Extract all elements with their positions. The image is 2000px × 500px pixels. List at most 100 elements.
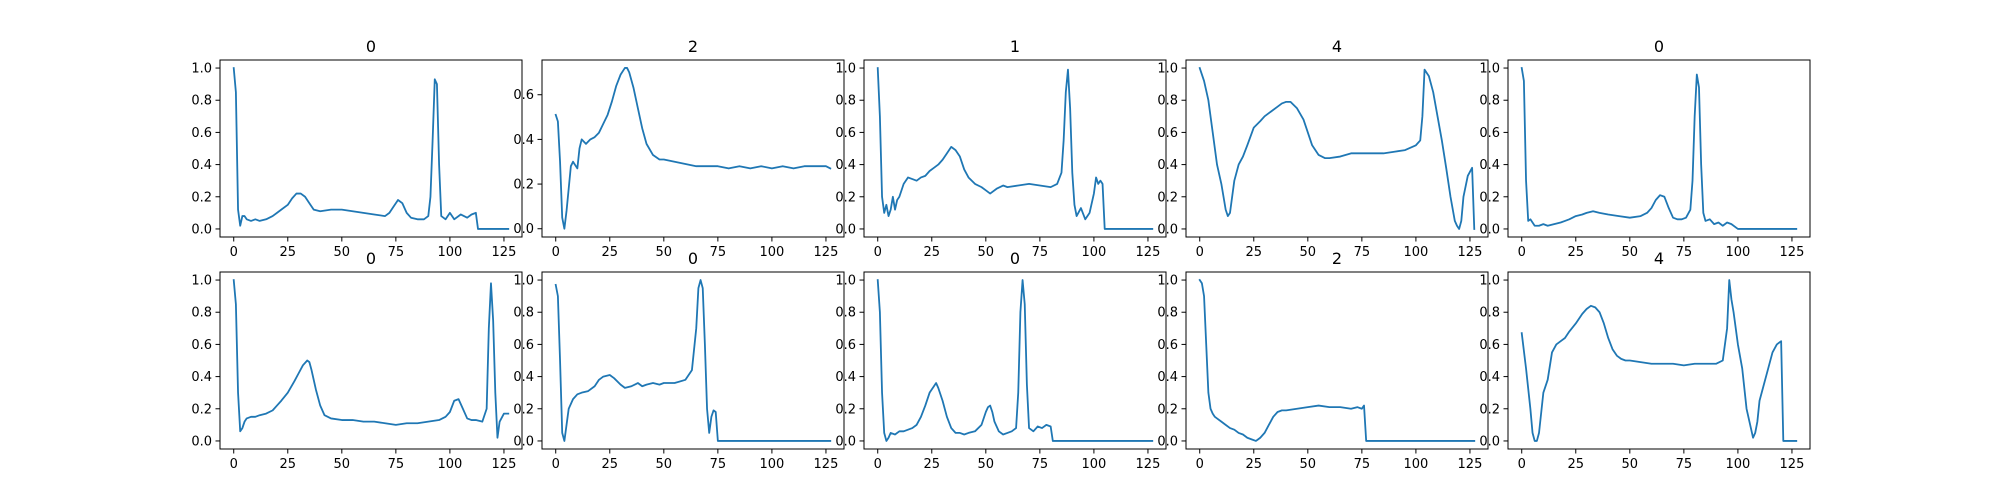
chart-title: 1	[1010, 37, 1020, 56]
y-tick-label: 0.4	[513, 370, 534, 385]
x-tick-label: 75	[1354, 245, 1371, 260]
x-tick-label: 25	[601, 245, 618, 260]
x-tick-label: 125	[492, 245, 517, 260]
x-tick-label: 25	[601, 457, 618, 472]
chart-panel-7: 0 25 50 75 100 125 0.0 0.2 0.4 0.6 0.8 1.0 0	[513, 249, 845, 472]
y-tick-label: 1.0	[1157, 62, 1178, 77]
chart-panel-5: 0 25 50 75 100 125 0.0 0.2 0.4 0.6 0.8 1.0 0	[1479, 37, 1811, 260]
y-tick-label: 0.6	[1157, 338, 1178, 353]
y-tick-label: 0.0	[513, 222, 534, 237]
chart-panel-4: 0 25 50 75 100 125 0.0 0.2 0.4 0.6 0.8 1.0 4	[1157, 37, 1489, 260]
x-tick-label: 100	[1081, 245, 1106, 260]
series-line-1	[1520, 67, 1798, 230]
x-tick-label: 0	[1196, 457, 1204, 472]
y-tick-label: 1.0	[1479, 62, 1500, 77]
x-tick-label: 125	[814, 245, 839, 260]
axes-frame	[1507, 59, 1811, 238]
x-tick-label: 0	[874, 457, 882, 472]
y-tick-label: 0.6	[191, 126, 212, 141]
x-tick-label: 50	[334, 245, 351, 260]
y-tick-label: 0.4	[191, 370, 212, 385]
x-tick-label: 100	[1725, 457, 1750, 472]
y-tick-label: 0.8	[1479, 94, 1500, 109]
y-tick-label: 0.8	[1479, 306, 1500, 321]
chart-title: 0	[366, 37, 376, 56]
y-tick-label: 0.2	[513, 402, 534, 417]
chart-title: 2	[1332, 249, 1342, 268]
chart-panel-10: 0 25 50 75 100 125 0.0 0.2 0.4 0.6 0.8 1.0 4	[1479, 249, 1811, 472]
y-tick-label: 0.4	[835, 370, 856, 385]
x-tick-label: 100	[1725, 245, 1750, 260]
x-tick-label: 75	[1354, 457, 1371, 472]
chart-title: 0	[366, 249, 376, 268]
y-tick-label: 0.0	[1479, 434, 1500, 449]
y-tick-label: 0.6	[835, 338, 856, 353]
x-tick-label: 50	[1622, 245, 1639, 260]
axes-frame	[219, 59, 523, 238]
x-tick-label: 100	[759, 457, 784, 472]
x-tick-label: 0	[874, 245, 882, 260]
chart-panel-9: 0 25 50 75 100 125 0.0 0.2 0.4 0.6 0.8 1.0 2	[1157, 249, 1489, 472]
x-tick-label: 75	[1676, 245, 1693, 260]
y-tick-label: 0.4	[1479, 370, 1500, 385]
series-line-1	[1198, 278, 1476, 442]
x-tick-label: 75	[1676, 457, 1693, 472]
y-tick-label: 0.0	[513, 434, 534, 449]
axes-frame	[219, 271, 523, 450]
x-tick-label: 100	[759, 245, 784, 260]
y-tick-label: 0.2	[1479, 190, 1500, 205]
axes-frame	[1507, 271, 1811, 450]
chart-title: 2	[688, 37, 698, 56]
y-tick-label: 0.0	[191, 434, 212, 449]
y-tick-label: 0.0	[835, 434, 856, 449]
x-tick-label: 100	[1403, 457, 1428, 472]
y-tick-label: 0.8	[835, 94, 856, 109]
y-tick-label: 0.2	[835, 402, 856, 417]
chart-panel-8: 0 25 50 75 100 125 0.0 0.2 0.4 0.6 0.8 1.0 0	[835, 249, 1167, 472]
x-tick-label: 125	[1136, 457, 1161, 472]
y-tick-label: 0.2	[191, 190, 212, 205]
y-tick-label: 1.0	[1157, 274, 1178, 289]
y-tick-label: 0.6	[513, 338, 534, 353]
x-tick-label: 50	[1300, 245, 1317, 260]
series-line-1	[554, 279, 832, 442]
y-tick-label: 0.8	[513, 306, 534, 321]
x-tick-label: 50	[978, 457, 995, 472]
y-tick-label: 0.4	[191, 158, 212, 173]
series-line-1	[1520, 279, 1798, 442]
x-tick-label: 50	[656, 245, 673, 260]
x-tick-label: 125	[1458, 457, 1483, 472]
y-tick-label: 0.2	[191, 402, 212, 417]
y-tick-label: 0.0	[1479, 222, 1500, 237]
x-tick-label: 125	[814, 457, 839, 472]
x-tick-label: 25	[1245, 245, 1262, 260]
y-tick-label: 0.2	[513, 178, 534, 193]
y-tick-label: 0.4	[1157, 370, 1178, 385]
series-line-1	[876, 67, 1154, 230]
y-tick-label: 0.0	[191, 222, 212, 237]
chart-title: 0	[1654, 37, 1664, 56]
y-tick-label: 0.2	[1479, 402, 1500, 417]
y-tick-label: 0.2	[1157, 190, 1178, 205]
x-tick-label: 125	[1136, 245, 1161, 260]
y-tick-label: 0.4	[835, 158, 856, 173]
x-tick-label: 75	[388, 245, 405, 260]
x-tick-label: 50	[656, 457, 673, 472]
x-tick-label: 25	[279, 457, 296, 472]
x-tick-label: 125	[1458, 245, 1483, 260]
y-tick-label: 0.6	[1479, 338, 1500, 353]
x-tick-label: 25	[923, 457, 940, 472]
x-tick-label: 50	[1300, 457, 1317, 472]
y-tick-label: 0.2	[1157, 402, 1178, 417]
y-tick-label: 0.8	[1157, 306, 1178, 321]
x-tick-label: 125	[1780, 457, 1805, 472]
chart-panel-3: 0 25 50 75 100 125 0.0 0.2 0.4 0.6 0.8 1.0 1	[835, 37, 1167, 260]
axes-frame	[541, 271, 845, 450]
chart-panel-1: 0 25 50 75 100 125 0.0 0.2 0.4 0.6 0.8 1.0 0	[191, 37, 523, 260]
x-tick-label: 0	[1518, 457, 1526, 472]
chart-panel-6: 0 25 50 75 100 125 0.0 0.2 0.4 0.6 0.8 1.0 0	[191, 249, 523, 472]
x-tick-label: 100	[437, 245, 462, 260]
y-tick-label: 1.0	[191, 62, 212, 77]
chart-panel-2: 0 25 50 75 100 125 0.0 0.2 0.4 0.6 2	[513, 37, 845, 260]
